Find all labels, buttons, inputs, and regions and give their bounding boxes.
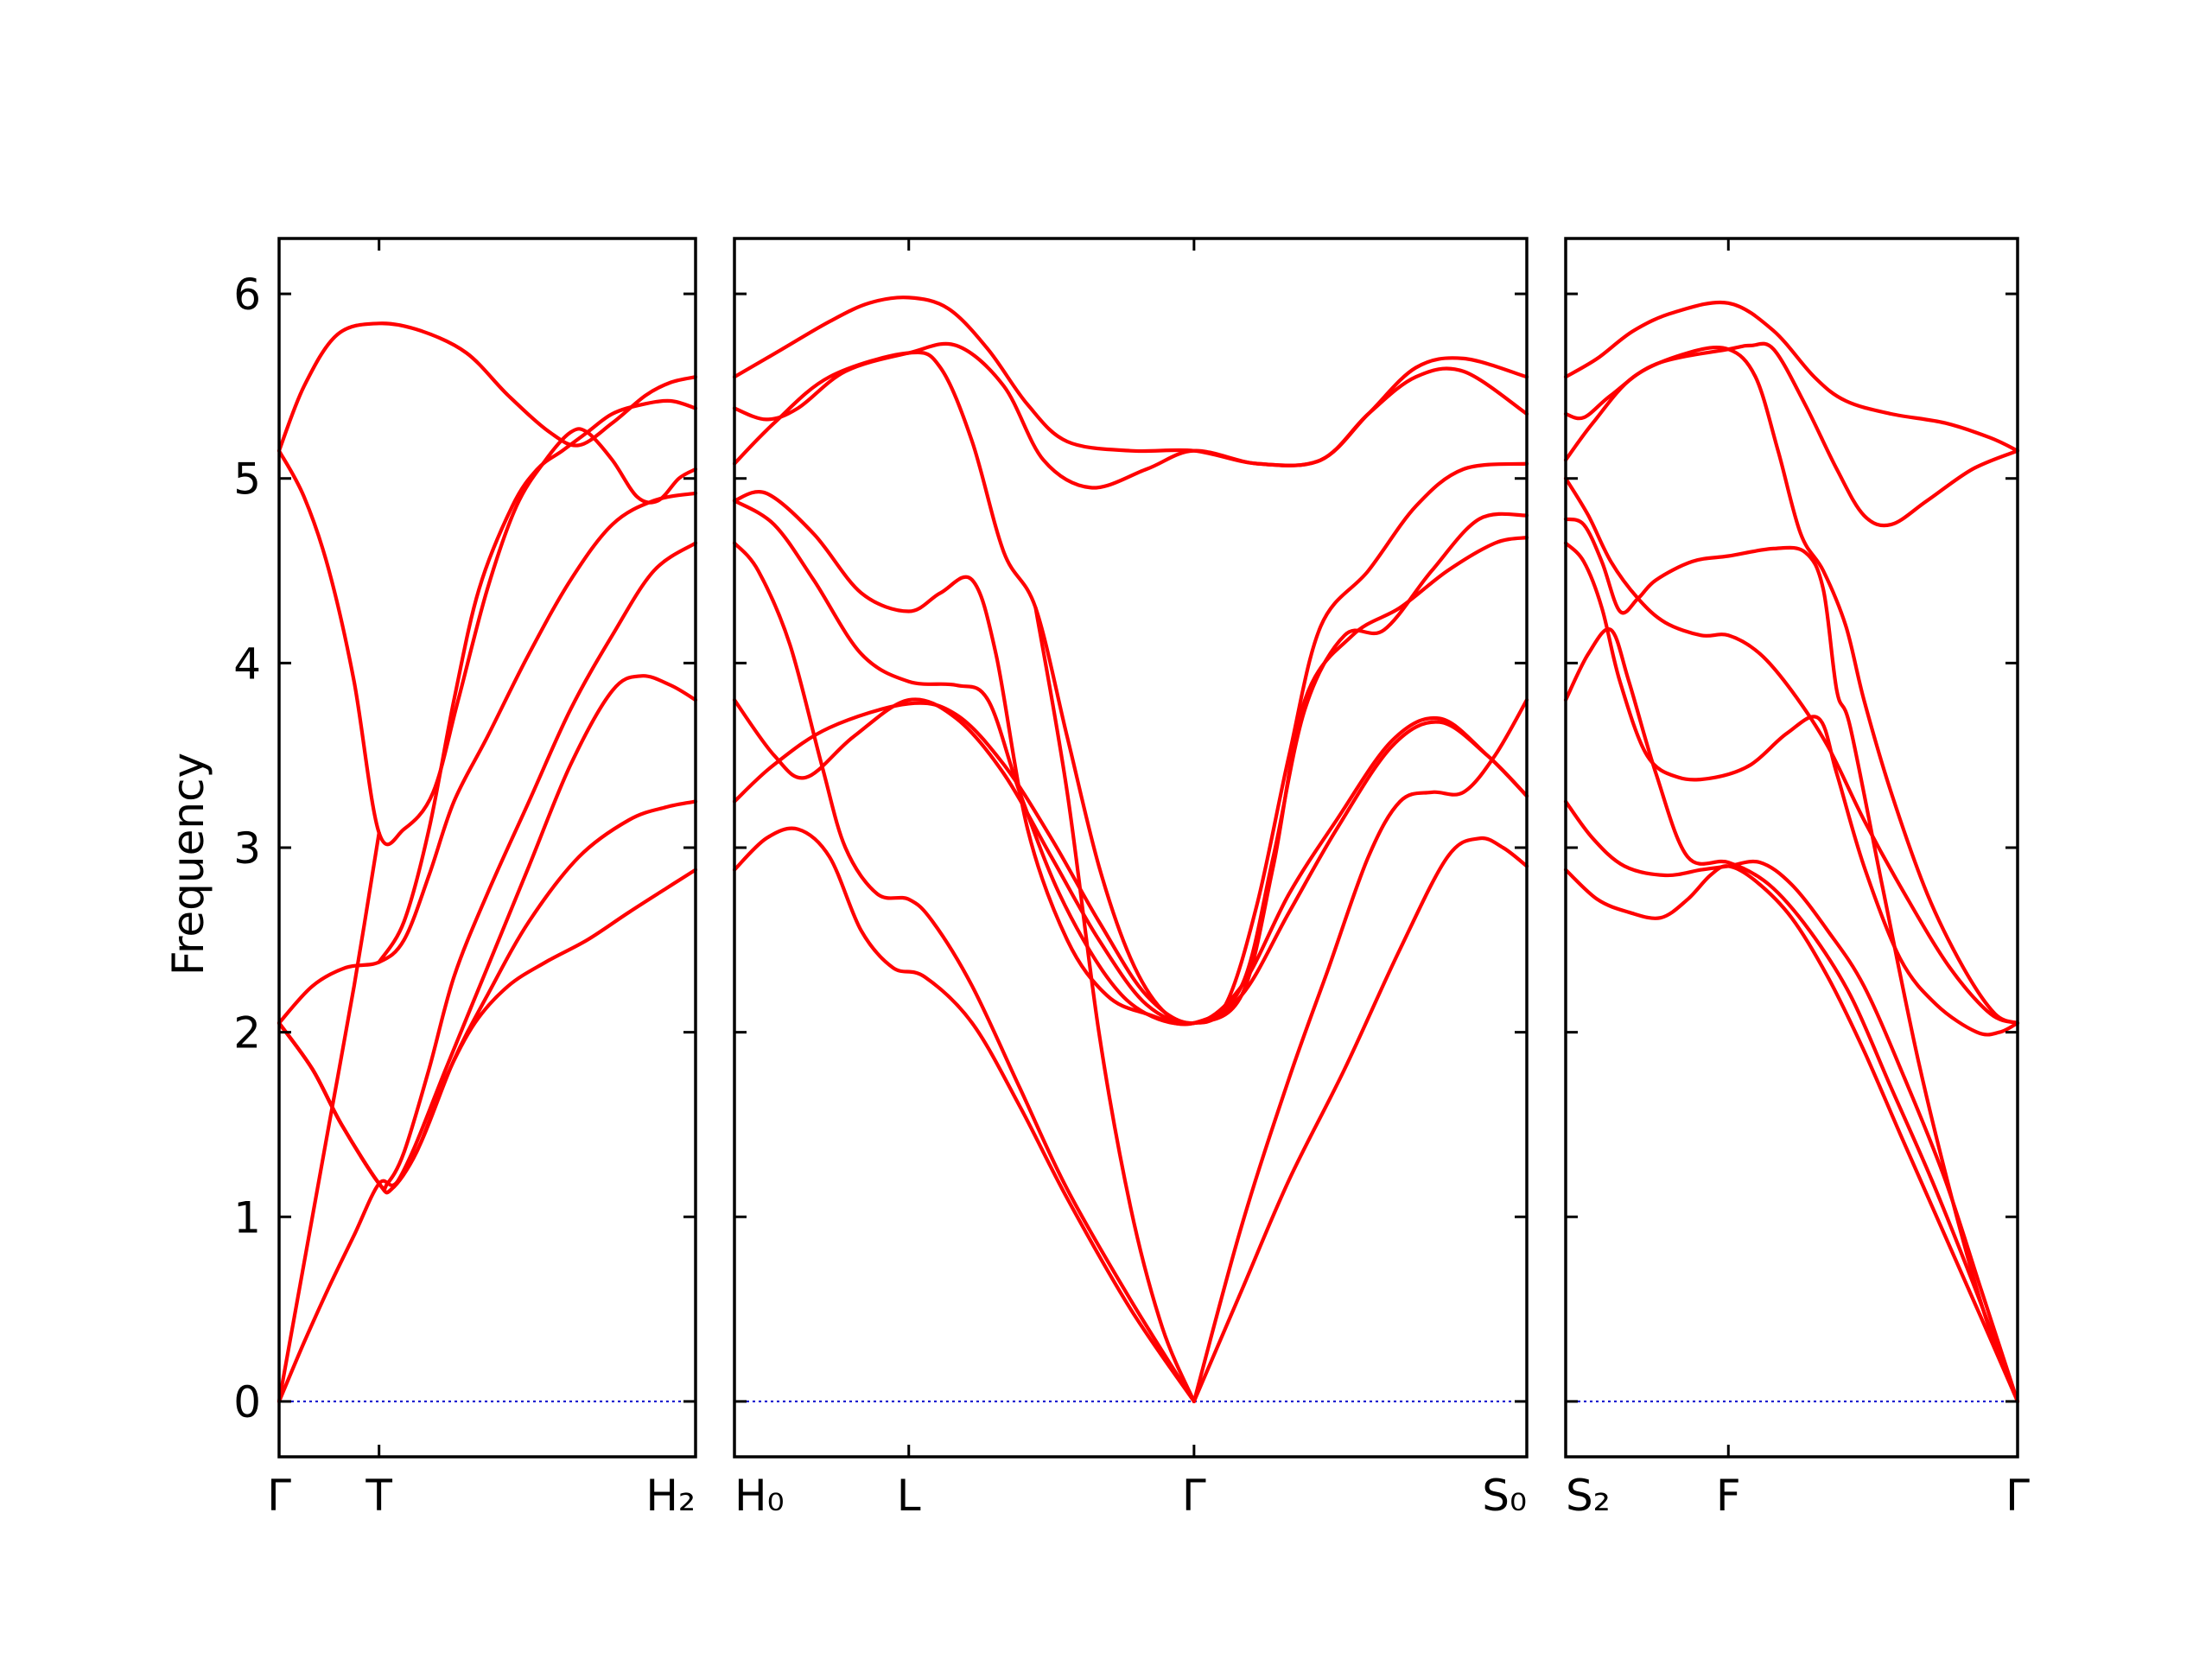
band-line-2-3 [732, 350, 1529, 1026]
x-tick-label: F [1716, 1471, 1741, 1521]
y-tick-label: 2 [233, 1008, 261, 1058]
x-tick-label: S₂ [1566, 1471, 1611, 1521]
y-tick-label: 6 [233, 270, 261, 320]
x-tick-label: H₂ [645, 1471, 696, 1521]
x-tick-label: L [897, 1471, 921, 1521]
band-line-1-8 [276, 868, 698, 1195]
band-line-1-6 [276, 541, 698, 1192]
band-line-2-9 [732, 826, 1196, 1403]
y-tick-label: 4 [233, 639, 261, 689]
band-line-2-4 [732, 490, 1529, 1027]
band-line-2-11 [1192, 836, 1529, 1403]
panel-2: H₀ L Γ S₀ [732, 237, 1529, 1521]
band-line-2-12 [1033, 606, 1196, 1403]
band-line-3-5 [1563, 517, 2020, 1403]
band-line-1-7 [276, 674, 698, 1195]
band-line-2-8 [732, 541, 1196, 1403]
band-line-2-5 [732, 499, 1529, 1027]
x-tick-label: Γ [1182, 1471, 1206, 1521]
x-tick-label: T [365, 1471, 392, 1521]
panel-3: S₂ F Γ [1563, 237, 2030, 1521]
y-axis-label: Frequency [163, 753, 213, 976]
band-line-3-9 [1563, 864, 2020, 1403]
panel-1: Γ T H₂ [267, 237, 698, 1521]
x-tick-label: Γ [2005, 1471, 2030, 1521]
y-tick-label: 1 [233, 1192, 261, 1243]
band-line-3-3 [1563, 346, 2020, 1026]
band-line-1-3 [276, 830, 381, 1403]
band-line-1-5 [276, 491, 698, 1026]
band-line-1-2 [276, 321, 698, 453]
y-tick-label: 5 [233, 454, 261, 505]
x-tick-label: Γ [267, 1471, 291, 1521]
band-line-1-1 [276, 427, 698, 847]
panel-frame [733, 237, 1529, 1459]
band-line-2-2 [732, 341, 1529, 490]
y-tick-label: 0 [233, 1377, 261, 1427]
band-line-3-6 [1563, 541, 2020, 1037]
chart-panels: Γ T H₂ H₀ L Γ S₀ S₂ F Γ [267, 237, 2030, 1521]
y-tick-labels: 0 1 2 3 4 5 6 [233, 270, 261, 1427]
band-line-2-10 [1192, 698, 1529, 1403]
band-line-3-7 [1563, 627, 2020, 1403]
band-line-3-1 [1563, 300, 2020, 453]
panel-frame [277, 237, 697, 1459]
band-line-2-6 [732, 701, 1529, 1026]
x-tick-label: S₀ [1482, 1471, 1527, 1521]
x-tick-label: H₀ [734, 1471, 785, 1521]
panel-frame [1564, 237, 2019, 1459]
band-line-3-8 [1563, 799, 2020, 1403]
band-line-1-9 [377, 398, 698, 964]
band-line-3-4 [1563, 476, 2020, 1026]
y-tick-label: 3 [233, 823, 261, 874]
band-line-2-7 [732, 697, 1529, 1026]
